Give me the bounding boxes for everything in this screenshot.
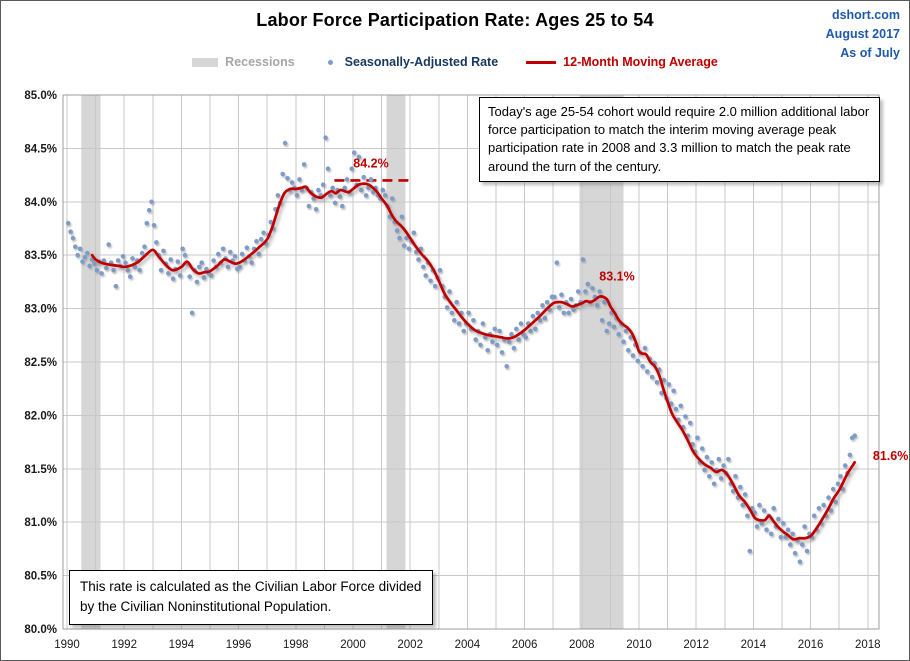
- svg-text:82.5%: 82.5%: [24, 357, 57, 369]
- svg-text:82.0%: 82.0%: [24, 410, 57, 422]
- recession-band-swatch: [192, 57, 219, 67]
- svg-text:84.0%: 84.0%: [24, 197, 57, 209]
- gridlines: [63, 94, 879, 630]
- svg-text:2010: 2010: [626, 639, 652, 651]
- svg-text:1994: 1994: [169, 639, 195, 651]
- svg-text:81.0%: 81.0%: [24, 517, 57, 529]
- svg-text:2016: 2016: [798, 639, 824, 651]
- note-cohort-requirement: Today's age 25-54 cohort would require 2…: [479, 97, 880, 182]
- svg-text:84.2%: 84.2%: [353, 156, 388, 170]
- svg-text:81.6%: 81.6%: [873, 449, 908, 463]
- svg-text:80.0%: 80.0%: [24, 624, 57, 636]
- source-date: August 2017: [825, 26, 900, 41]
- legend-item-recessions: Recessions: [192, 55, 295, 69]
- moving-average-line: [90, 182, 856, 541]
- svg-text:2006: 2006: [512, 639, 538, 651]
- svg-text:85.0%: 85.0%: [24, 90, 57, 102]
- scatter-series: [65, 135, 857, 564]
- note-rate-definition: This rate is calculated as the Civilian …: [69, 570, 433, 625]
- source-asof: As of July: [840, 45, 900, 60]
- moving-average-line-swatch: [526, 60, 557, 64]
- svg-text:1990: 1990: [54, 639, 80, 651]
- svg-text:2002: 2002: [397, 639, 423, 651]
- svg-text:83.5%: 83.5%: [24, 250, 57, 262]
- page-title: Labor Force Participation Rate: Ages 25 …: [256, 10, 654, 30]
- svg-text:83.1%: 83.1%: [599, 270, 634, 284]
- value-annotations: 84.2% 83.1% 81.6%: [353, 156, 908, 463]
- svg-text:2012: 2012: [683, 639, 709, 651]
- legend-label-recessions: Recessions: [225, 55, 295, 69]
- legend-label-line: 12-Month Moving Average: [563, 55, 718, 69]
- svg-text:2018: 2018: [855, 639, 881, 651]
- y-axis-labels: 85.0% 84.5% 84.0% 83.5% 83.0% 82.5% 82.0% 81.5%…: [24, 90, 57, 636]
- svg-text:2008: 2008: [569, 639, 595, 651]
- x-axis-labels: 1990 1992 1994 1996 1998 2000 2002 2004 2006 2008…: [54, 639, 880, 651]
- legend-label-scatter: Seasonally-Adjusted Rate: [344, 55, 499, 69]
- svg-text:80.5%: 80.5%: [24, 571, 57, 583]
- legend-item-line: 12-Month Moving Average: [526, 55, 718, 69]
- svg-text:83.0%: 83.0%: [24, 304, 57, 316]
- source-site: dshort.com: [831, 8, 900, 22]
- scatter-dot-swatch: [327, 59, 333, 65]
- legend: Recessions Seasonally-Adjusted Rate 12-M…: [1, 55, 909, 69]
- svg-text:84.5%: 84.5%: [24, 143, 57, 155]
- svg-text:2000: 2000: [340, 639, 366, 651]
- svg-text:2014: 2014: [741, 639, 767, 651]
- svg-text:2004: 2004: [455, 639, 481, 651]
- source-block: dshort.com August 2017 As of July: [826, 6, 900, 62]
- svg-text:1992: 1992: [111, 639, 137, 651]
- svg-text:1996: 1996: [226, 639, 252, 651]
- plot-border: [62, 94, 880, 630]
- legend-item-scatter: Seasonally-Adjusted Rate: [323, 55, 499, 69]
- svg-text:81.5%: 81.5%: [24, 464, 57, 476]
- svg-text:1998: 1998: [283, 639, 309, 651]
